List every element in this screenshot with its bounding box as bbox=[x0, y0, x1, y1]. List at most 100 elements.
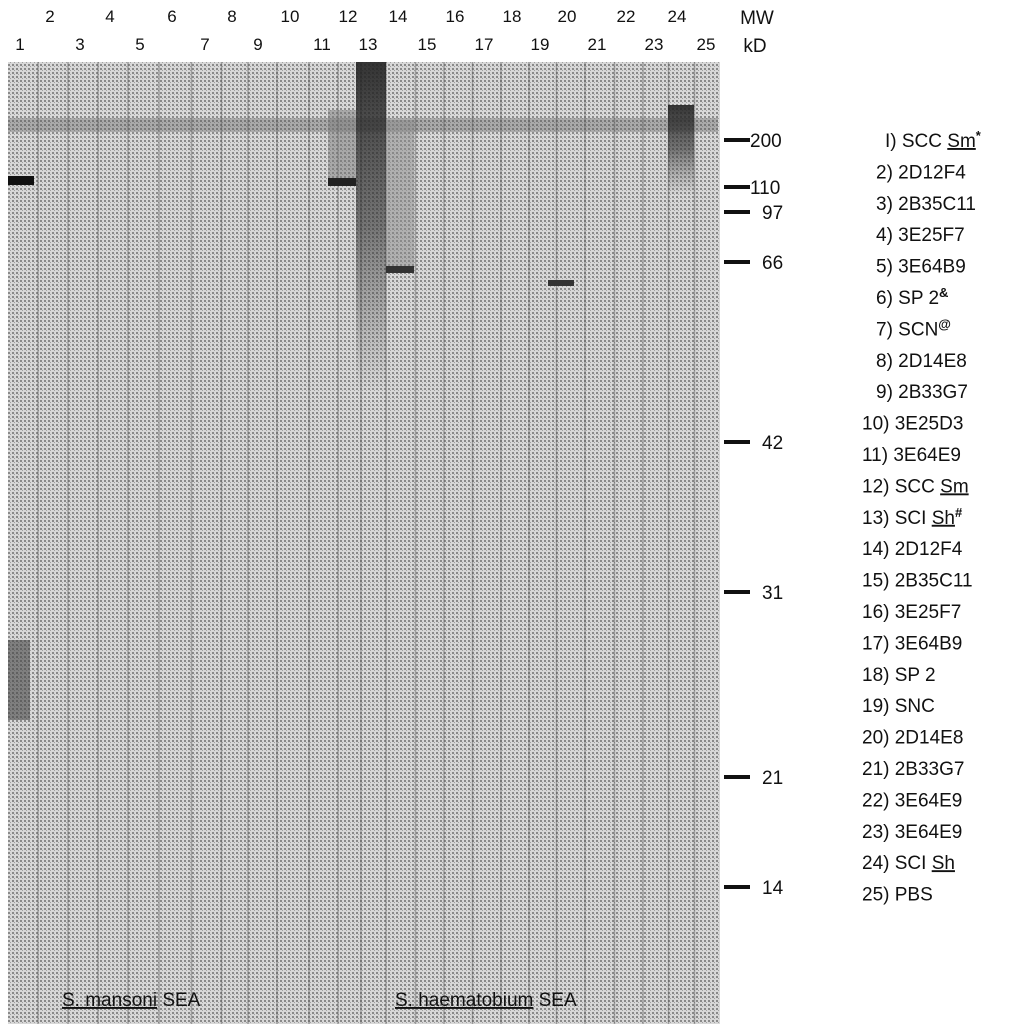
lane-label: 19 bbox=[531, 35, 550, 54]
text-segment: Sm bbox=[940, 476, 969, 497]
lane-label: 7 bbox=[200, 35, 209, 54]
lane-label: 17 bbox=[475, 35, 494, 54]
text-segment: I) SCC bbox=[885, 131, 947, 152]
lane-label: 15 bbox=[418, 35, 437, 54]
legend-entry: 6) SP 2& bbox=[876, 285, 948, 310]
text-segment: SEA bbox=[157, 990, 201, 1011]
legend-entry: 2) 2D12F4 bbox=[876, 162, 966, 183]
bands bbox=[8, 62, 718, 720]
lane-label: 14 bbox=[389, 7, 408, 26]
lane-label: 12 bbox=[339, 7, 358, 26]
band bbox=[328, 110, 356, 185]
marker-label: 97 bbox=[762, 203, 783, 224]
band bbox=[8, 640, 30, 720]
text-segment: S. haematobium bbox=[395, 990, 533, 1011]
lane-label: 10 bbox=[281, 7, 300, 26]
text-segment: # bbox=[955, 504, 963, 519]
text-segment: 16) 3E25F7 bbox=[862, 602, 961, 623]
text-segment: 10) 3E25D3 bbox=[862, 414, 963, 435]
text-segment: 4) 3E25F7 bbox=[876, 225, 965, 246]
legend-entry: 10) 3E25D3 bbox=[862, 414, 963, 435]
band bbox=[668, 105, 694, 195]
legend-entry: 7) SCN@ bbox=[876, 316, 951, 341]
lane-label: 4 bbox=[105, 7, 114, 26]
lane-label: 24 bbox=[668, 7, 687, 26]
marker-tick bbox=[724, 885, 750, 889]
marker-tick bbox=[724, 210, 750, 214]
species-label: S. mansoni SEA bbox=[62, 990, 201, 1011]
lane-label: 11 bbox=[313, 35, 331, 54]
lane-label: 1 bbox=[15, 35, 24, 54]
text-segment: 15) 2B35C11 bbox=[862, 571, 973, 592]
text-segment: 8) 2D14E8 bbox=[876, 351, 967, 372]
band bbox=[8, 176, 34, 185]
text-segment: 7) SCN bbox=[876, 319, 938, 340]
text-segment: 5) 3E64B9 bbox=[876, 257, 966, 278]
marker-tick bbox=[724, 138, 750, 142]
text-segment: 24) SCI bbox=[862, 853, 932, 874]
marker-label: 21 bbox=[762, 768, 783, 789]
legend-entry: 22) 3E64E9 bbox=[862, 790, 962, 811]
lane-label: 5 bbox=[135, 35, 144, 54]
marker-label: 66 bbox=[762, 253, 783, 274]
band bbox=[386, 120, 414, 270]
text-segment: * bbox=[976, 128, 982, 143]
legend-entry: I) SCC Sm* bbox=[885, 128, 982, 153]
legend-entry: 15) 2B35C11 bbox=[862, 571, 973, 592]
lane-label: 2 bbox=[45, 7, 54, 26]
marker-tick bbox=[724, 260, 750, 264]
text-segment: 9) 2B33G7 bbox=[876, 382, 968, 403]
band bbox=[548, 280, 574, 286]
legend-entry: 23) 3E64E9 bbox=[862, 822, 962, 843]
band bbox=[356, 62, 386, 392]
legend-entry: 9) 2B33G7 bbox=[876, 382, 968, 403]
text-segment: 25) PBS bbox=[862, 885, 933, 906]
text-segment: 6) SP 2 bbox=[876, 288, 939, 309]
legend-entry: 13) SCI Sh# bbox=[862, 504, 963, 529]
legend-entry: 3) 2B35C11 bbox=[876, 194, 976, 215]
text-segment: 17) 3E64B9 bbox=[862, 633, 962, 654]
band bbox=[328, 178, 356, 186]
lane-label: 6 bbox=[167, 7, 176, 26]
legend-entry: 8) 2D14E8 bbox=[876, 351, 967, 372]
legend-entry: 19) SNC bbox=[862, 696, 935, 717]
text-segment: 12) SCC bbox=[862, 476, 940, 497]
lane-label: 22 bbox=[617, 7, 636, 26]
text-segment: Sh bbox=[932, 853, 955, 874]
legend-entry: 18) SP 2 bbox=[862, 665, 936, 686]
text-segment: 18) SP 2 bbox=[862, 665, 936, 686]
text-segment: 22) 3E64E9 bbox=[862, 790, 962, 811]
text-segment: 19) SNC bbox=[862, 696, 935, 717]
lane-label: 13 bbox=[359, 35, 378, 54]
text-segment: @ bbox=[938, 316, 951, 331]
legend-entry: 20) 2D14E8 bbox=[862, 728, 963, 749]
mw-header: MW bbox=[740, 8, 774, 29]
legend-entry: 24) SCI Sh bbox=[862, 853, 955, 874]
lane-label: 18 bbox=[503, 7, 522, 26]
labels: 1234567891011121314151617181920212223242… bbox=[15, 7, 982, 1011]
text-segment: & bbox=[939, 285, 948, 300]
marker-label: 31 bbox=[762, 583, 783, 604]
legend-entry: 16) 3E25F7 bbox=[862, 602, 961, 623]
text-segment: 11) 3E64E9 bbox=[862, 445, 961, 466]
mw-header: kD bbox=[743, 36, 766, 57]
text-segment: 2) 2D12F4 bbox=[876, 162, 966, 183]
marker-label: 110 bbox=[750, 178, 780, 199]
lane-label: 9 bbox=[253, 35, 262, 54]
legend-entry: 21) 2B33G7 bbox=[862, 759, 964, 780]
marker-tick bbox=[724, 440, 750, 444]
text-segment: Sh bbox=[932, 508, 955, 529]
text-segment: 13) SCI bbox=[862, 508, 932, 529]
text-segment: Sm bbox=[947, 131, 976, 152]
text-segment: S. mansoni bbox=[62, 990, 157, 1011]
lane-label: 23 bbox=[645, 35, 664, 54]
legend-entry: 4) 3E25F7 bbox=[876, 225, 965, 246]
legend-entry: 5) 3E64B9 bbox=[876, 257, 966, 278]
marker-tick bbox=[724, 185, 750, 189]
lane-label: 8 bbox=[227, 7, 236, 26]
legend-entry: 11) 3E64E9 bbox=[862, 445, 961, 466]
lane-streaks bbox=[37, 62, 696, 1024]
text-segment: 20) 2D14E8 bbox=[862, 728, 963, 749]
